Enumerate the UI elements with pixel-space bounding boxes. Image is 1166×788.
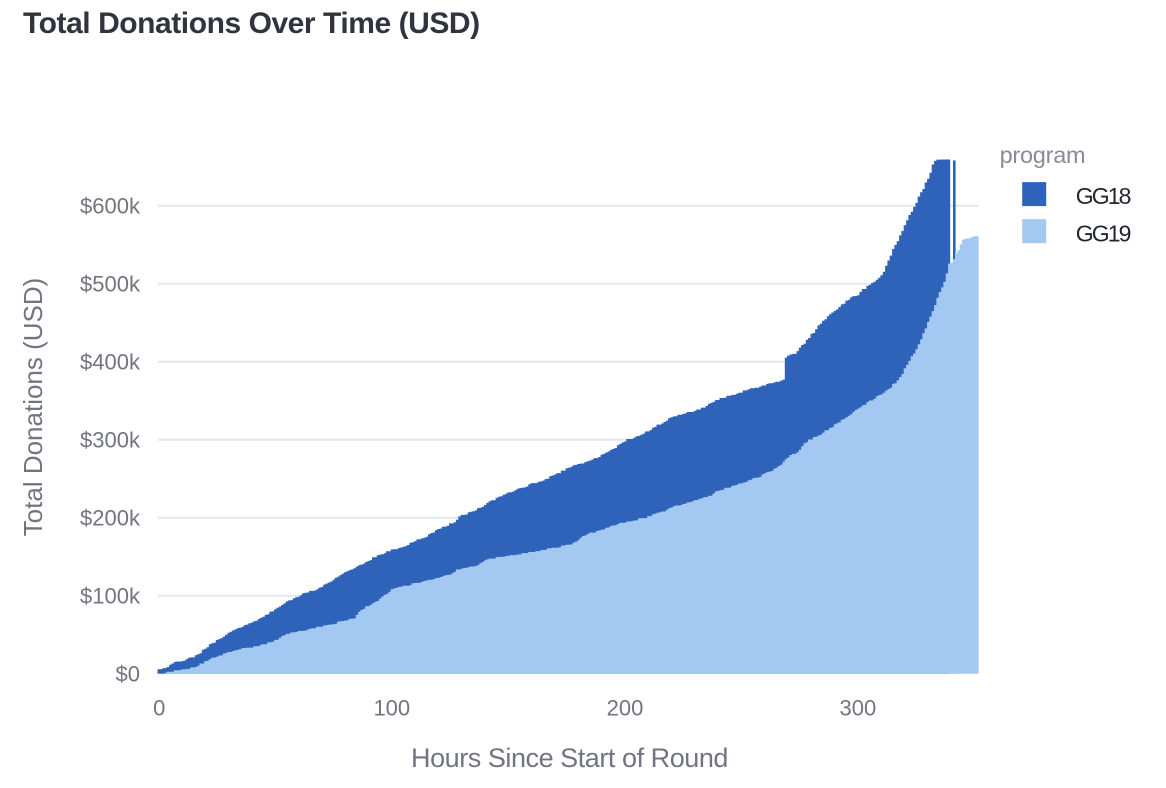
- svg-text:program: program: [1000, 142, 1086, 168]
- svg-text:$100k: $100k: [80, 584, 141, 609]
- svg-text:300: 300: [840, 696, 877, 721]
- svg-text:$200k: $200k: [80, 506, 141, 531]
- svg-text:Total Donations Over Time (USD: Total Donations Over Time (USD): [23, 7, 480, 40]
- svg-text:$400k: $400k: [80, 350, 141, 375]
- svg-text:0: 0: [153, 696, 165, 721]
- svg-text:200: 200: [607, 696, 644, 721]
- svg-text:$500k: $500k: [80, 272, 141, 297]
- svg-text:GG19: GG19: [1076, 220, 1131, 246]
- svg-text:100: 100: [373, 696, 410, 721]
- svg-text:$600k: $600k: [80, 194, 141, 219]
- svg-text:$300k: $300k: [80, 428, 141, 453]
- svg-text:Total Donations (USD): Total Donations (USD): [18, 278, 48, 537]
- svg-text:$0: $0: [116, 662, 140, 687]
- svg-text:GG18: GG18: [1076, 183, 1131, 209]
- svg-text:Hours Since Start of Round: Hours Since Start of Round: [411, 743, 728, 773]
